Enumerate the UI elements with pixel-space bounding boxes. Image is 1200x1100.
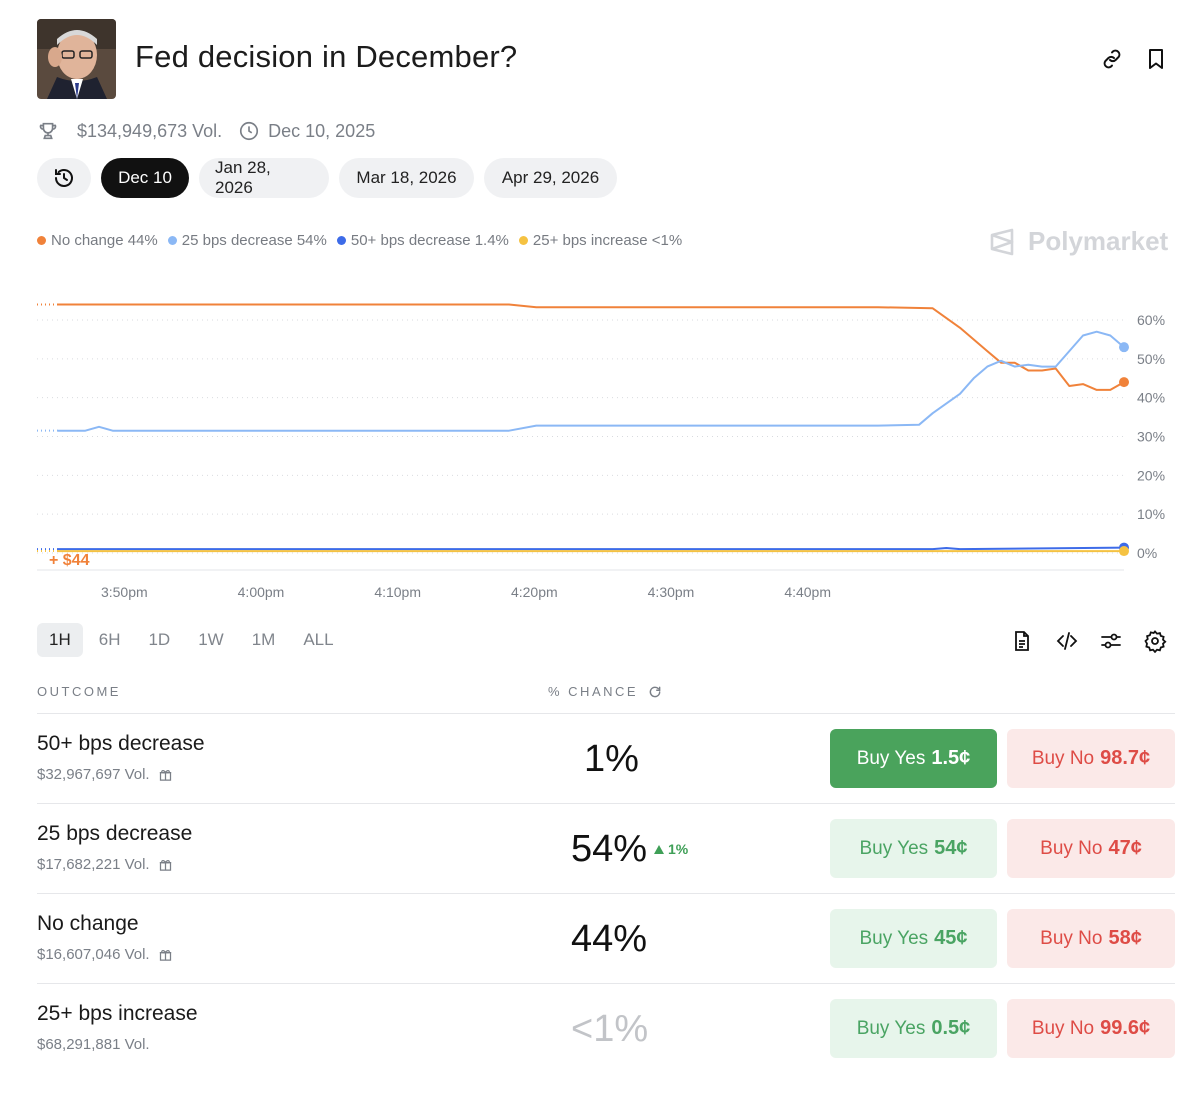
- y-tick-label: 40%: [1137, 390, 1165, 406]
- refresh-icon[interactable]: [648, 685, 662, 699]
- outcome-volume: $32,967,697 Vol.: [37, 766, 173, 783]
- y-tick-label: 10%: [1137, 506, 1165, 522]
- up-arrow-icon: [654, 844, 664, 854]
- tab-apr-29-2026[interactable]: Apr 29, 2026: [484, 158, 617, 198]
- time-range-selector: 1H 6H 1D 1W 1M ALL: [37, 623, 350, 657]
- settings-gear-icon[interactable]: [1143, 629, 1167, 654]
- x-tick-label: 4:20pm: [511, 584, 558, 600]
- gift-icon[interactable]: [158, 947, 173, 962]
- y-tick-label: 20%: [1137, 467, 1165, 483]
- series-line: [58, 303, 1125, 391]
- x-tick-label: 4:40pm: [784, 584, 831, 600]
- chart-legend: No change 44% 25 bps decrease 54% 50+ bp…: [37, 232, 692, 249]
- market-header: Fed decision in December?: [37, 19, 1177, 99]
- buy-no-button[interactable]: Buy No 47¢: [1007, 819, 1175, 878]
- sliders-icon[interactable]: [1099, 629, 1123, 653]
- outcome-name: 50+ bps decrease: [37, 732, 205, 755]
- chance-column-header: % CHANCE: [548, 684, 662, 699]
- y-tick-label: 30%: [1137, 429, 1165, 445]
- series-line: [58, 546, 1125, 551]
- y-tick-label: 60%: [1137, 312, 1165, 328]
- polymarket-logo-icon: [990, 228, 1014, 255]
- range-1w[interactable]: 1W: [198, 630, 224, 649]
- outcome-name: 25+ bps increase: [37, 1002, 198, 1025]
- outcome-row-50-bps-decrease[interactable]: 50+ bps decrease $32,967,697 Vol. 1% Buy…: [37, 713, 1175, 803]
- document-icon[interactable]: [1010, 629, 1034, 653]
- link-icon[interactable]: [1100, 47, 1124, 71]
- series-end-marker: [1119, 377, 1129, 388]
- gift-icon[interactable]: [158, 767, 173, 782]
- x-tick-label: 4:30pm: [648, 584, 695, 600]
- x-tick-label: 4:10pm: [374, 584, 421, 600]
- outcome-volume: $17,682,221 Vol.: [37, 856, 173, 873]
- range-all[interactable]: ALL: [303, 630, 334, 649]
- tab-jan-28-2026[interactable]: Jan 28, 2026: [199, 158, 329, 198]
- history-icon: [55, 169, 73, 187]
- legend-item-25-bps-increase: 25+ bps increase <1%: [518, 232, 682, 249]
- outcome-column-header: OUTCOME: [37, 684, 121, 699]
- outcome-name: 25 bps decrease: [37, 822, 193, 845]
- outcome-chance: 44%: [571, 918, 648, 960]
- y-tick-label: 50%: [1137, 351, 1165, 367]
- series-end-marker: [1119, 546, 1129, 557]
- x-tick-label: 3:50pm: [101, 584, 148, 600]
- market-image: [37, 19, 116, 99]
- range-6h[interactable]: 6H: [98, 630, 121, 649]
- outcome-volume: $68,291,881 Vol.: [37, 1036, 150, 1053]
- polymarket-watermark: Polymarket: [988, 226, 1168, 257]
- market-title: Fed decision in December?: [135, 39, 518, 74]
- outcome-chance: 1%: [584, 738, 639, 780]
- bookmark-icon[interactable]: [1144, 47, 1168, 71]
- range-1h[interactable]: 1H: [37, 623, 83, 657]
- outcome-volume: $16,607,046 Vol.: [37, 946, 173, 963]
- tab-mar-18-2026[interactable]: Mar 18, 2026: [339, 158, 474, 198]
- legend-item-no-change: No change 44%: [37, 232, 158, 249]
- market-meta: $134,949,673 Vol. Dec 10, 2025: [37, 118, 375, 144]
- date-tabs: Dec 10 Jan 28, 2026 Mar 18, 2026 Apr 29,…: [37, 158, 617, 198]
- buy-yes-button[interactable]: Buy Yes 45¢: [830, 909, 997, 968]
- clock-icon: [240, 121, 259, 141]
- outcome-name: No change: [37, 912, 139, 935]
- buy-yes-button[interactable]: Buy Yes 0.5¢: [830, 999, 997, 1058]
- y-tick-label: 0%: [1137, 545, 1157, 561]
- range-1m[interactable]: 1M: [251, 630, 276, 649]
- chance-change: 1%: [654, 841, 688, 857]
- outcome-row-25-bps-increase[interactable]: 25+ bps increase $68,291,881 Vol. <1% Bu…: [37, 983, 1175, 1073]
- legend-item-25-bps-decrease: 25 bps decrease 54%: [167, 232, 327, 249]
- history-button[interactable]: [37, 158, 91, 198]
- trophy-icon: [39, 122, 57, 140]
- outcome-chance: 54%: [571, 828, 648, 870]
- position-annotation: + $44: [49, 552, 90, 569]
- range-1d[interactable]: 1D: [148, 630, 171, 649]
- series-end-marker: [1119, 342, 1129, 353]
- buy-no-button[interactable]: Buy No 58¢: [1007, 909, 1175, 968]
- outcome-row-25-bps-decrease[interactable]: 25 bps decrease $17,682,221 Vol. 54% 1% …: [37, 803, 1175, 893]
- embed-code-icon[interactable]: [1055, 629, 1079, 653]
- total-volume: $134,949,673 Vol.: [77, 120, 223, 141]
- buy-yes-button[interactable]: Buy Yes 54¢: [830, 819, 997, 878]
- x-tick-label: 4:00pm: [238, 584, 285, 600]
- tab-dec-10[interactable]: Dec 10: [101, 158, 189, 198]
- price-chart[interactable]: 60% 50% 40% 30% 20% 10% 0% 3:50pm 4:00pm 4:10pm 4…: [0, 280, 1200, 600]
- outcome-row-no-change[interactable]: No change $16,607,046 Vol. 44% Buy Yes 45…: [37, 893, 1175, 983]
- series-line: [58, 330, 1125, 432]
- outcome-chance: <1%: [571, 1008, 649, 1050]
- buy-no-button[interactable]: Buy No 99.6¢: [1007, 999, 1175, 1058]
- buy-yes-button[interactable]: Buy Yes 1.5¢: [830, 729, 997, 788]
- gift-icon[interactable]: [158, 857, 173, 872]
- buy-no-button[interactable]: Buy No 98.7¢: [1007, 729, 1175, 788]
- end-date: Dec 10, 2025: [268, 120, 376, 141]
- legend-item-50-bps-decrease: 50+ bps decrease 1.4%: [336, 232, 509, 249]
